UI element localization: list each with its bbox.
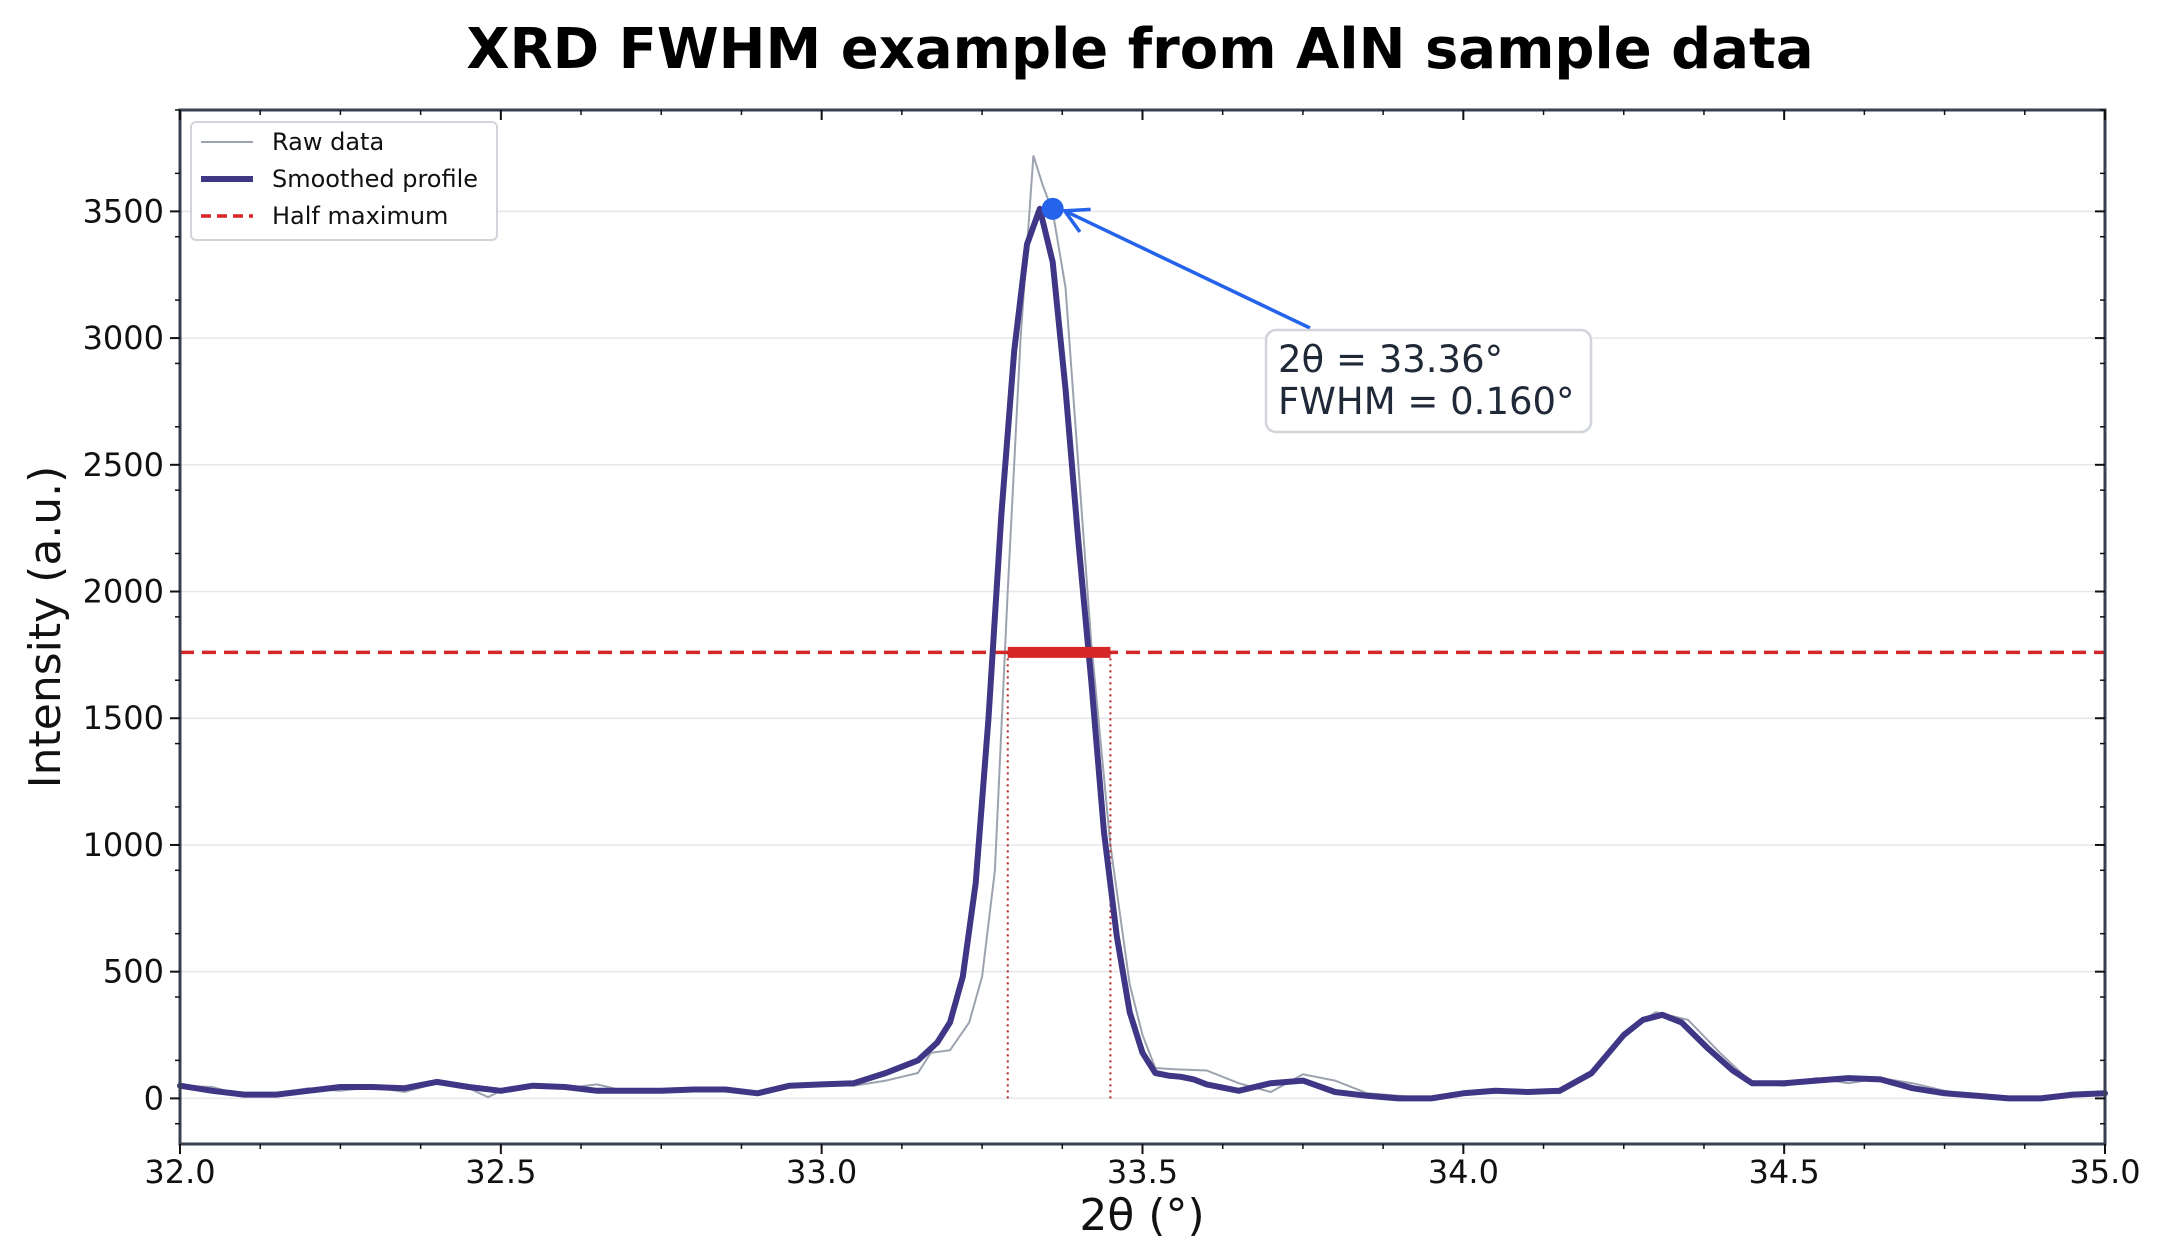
raw-data-line: [179, 155, 2106, 1100]
legend-raw-data-label: Raw data: [272, 128, 384, 156]
x-tick-label: 33.5: [1107, 1153, 1178, 1191]
x-tick-label: 33.0: [786, 1153, 857, 1191]
annotation-fwhm-text: FWHM = 0.160°: [1278, 380, 1575, 423]
y-axis-label: Intensity (a.u.): [20, 466, 71, 789]
y-tick-label: 3000: [83, 319, 164, 357]
x-tick-label: 32.0: [144, 1153, 215, 1191]
y-tick-label: 2500: [83, 446, 164, 484]
legend-box: [190, 121, 498, 241]
grid-layer: [180, 210, 2105, 1100]
annotation-peak-text: 2θ = 33.36°: [1278, 338, 1503, 381]
legend-smoothed-profile-label: Smoothed profile: [272, 165, 478, 193]
x-tick-label: 32.5: [465, 1153, 536, 1191]
x-tick-label: 34.0: [1428, 1153, 1499, 1191]
series-layer: [177, 155, 2108, 1102]
legend: Raw data Smoothed profile Half maximum: [190, 121, 498, 241]
annotation-box: [1264, 328, 1593, 434]
x-tick-label: 34.5: [1749, 1153, 1820, 1191]
legend-half-maximum-label: Half maximum: [272, 202, 448, 230]
y-tick-label: 2000: [83, 573, 164, 611]
smoothed-profile-line: [177, 205, 2108, 1102]
y-tick-label: 1500: [83, 699, 164, 737]
annotation-arrow-head: [1061, 207, 1091, 233]
y-tick-label: 3500: [83, 192, 164, 230]
peak-marker: [1041, 197, 1064, 220]
annotation-layer: 2θ = 33.36°FWHM = 0.160°: [1061, 207, 1593, 434]
y-tick-label: 0: [144, 1079, 164, 1117]
tick-layer: 32.0 32.5 33.0 33.5 34.0 34.5 35.0 0 500 1000 1500…: [83, 109, 2141, 1191]
y-tick-label: 1000: [83, 826, 164, 864]
annotation-arrow-shaft: [1063, 209, 1311, 330]
y-tick-label: 500: [103, 953, 164, 991]
x-tick-label: 35.0: [2069, 1153, 2140, 1191]
x-axis-label: 2θ (°): [1079, 1190, 1204, 1241]
plot-frame: [178, 108, 2107, 1146]
chart-title: XRD FWHM example from AlN sample data: [466, 17, 1813, 82]
